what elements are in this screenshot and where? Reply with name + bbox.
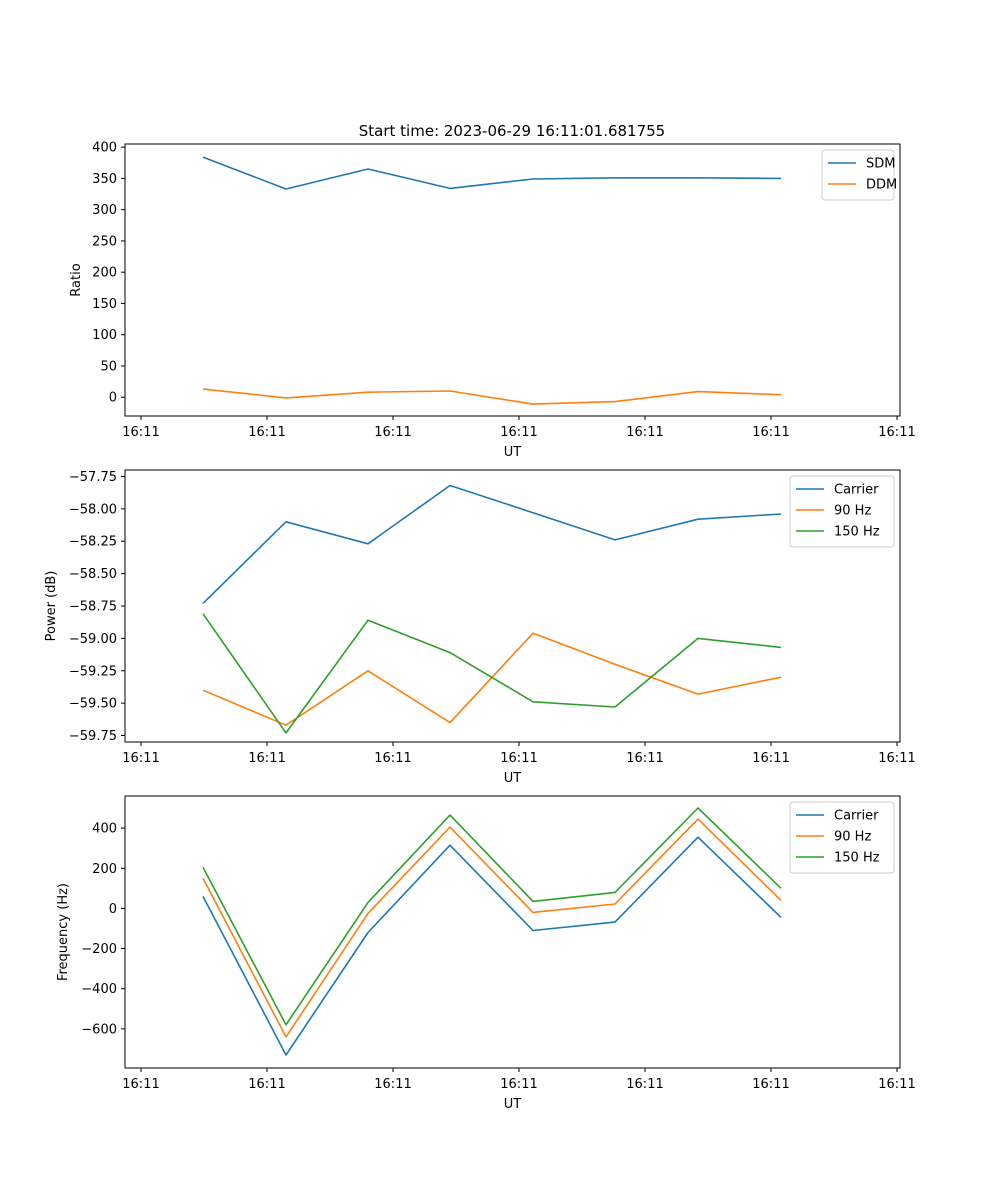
panel-2: 16:11 16:11 16:11 16:11 16:11 16:11 16:11 UT −57… <box>44 469 916 786</box>
y-tick-label: 400 <box>92 822 117 837</box>
legend-label: 150 Hz <box>834 525 880 540</box>
y-axis-label: Power (dB) <box>44 571 59 642</box>
x-tick-label: 16:11 <box>500 425 537 440</box>
y-tick-label: −59.50 <box>69 697 117 712</box>
x-tick-label: 16:11 <box>752 751 789 766</box>
x-axis-label: UT <box>504 445 522 460</box>
x-tick-label: 16:11 <box>626 425 663 440</box>
legend-label: Carrier <box>834 809 879 824</box>
legend-label: Carrier <box>834 483 879 498</box>
y-tick-label: −57.75 <box>69 470 117 485</box>
figure-title: Start time: 2023-06-29 16:11:01.681755 <box>359 122 665 140</box>
x-tick-label: 16:11 <box>500 1077 537 1092</box>
y-tick-label: 300 <box>92 203 117 218</box>
series-line-ddm <box>202 388 782 405</box>
axes-frame <box>124 795 901 1069</box>
legend: Carrier 90 Hz 150 Hz <box>789 801 895 874</box>
x-tick-label: 16:11 <box>374 425 411 440</box>
y-tick-label: −200 <box>81 942 117 957</box>
y-tick-label: −59.25 <box>69 664 117 679</box>
x-tick-label: 16:11 <box>122 1077 159 1092</box>
y-tick-label: 200 <box>92 266 117 281</box>
x-tick-label: 16:11 <box>752 425 789 440</box>
series-line-90-hz <box>202 818 782 1038</box>
x-tick-label: 16:11 <box>626 751 663 766</box>
series-line-sdm <box>202 156 782 190</box>
legend-label: 90 Hz <box>834 830 871 845</box>
legend: SDM DDM <box>821 149 897 201</box>
series-line-150-hz <box>202 613 782 734</box>
x-tick-label: 16:11 <box>248 1077 285 1092</box>
y-tick-label: −58.25 <box>69 535 117 550</box>
y-tick-label: 0 <box>109 902 117 917</box>
legend-box <box>789 801 895 874</box>
series-line-carrier <box>202 836 782 1056</box>
y-axis-label: Ratio <box>69 263 84 296</box>
y-tick-label: −58.00 <box>69 502 117 517</box>
legend-box <box>789 475 895 548</box>
axes-frame <box>124 143 901 417</box>
x-tick-label: 16:11 <box>248 425 285 440</box>
y-tick-label: 150 <box>92 297 117 312</box>
y-tick-label: −59.00 <box>69 632 117 647</box>
panel-1: 16:11 16:11 16:11 16:11 16:11 16:11 16:11 UT 0 50… <box>69 141 916 460</box>
legend-label: DDM <box>866 178 897 193</box>
x-tick-label: 16:11 <box>122 425 159 440</box>
legend-label: 150 Hz <box>834 851 880 866</box>
y-tick-label: 100 <box>92 328 117 343</box>
legend-label: SDM <box>866 157 895 172</box>
x-axis-label: UT <box>504 771 522 786</box>
x-tick-label: 16:11 <box>878 425 915 440</box>
x-tick-label: 16:11 <box>626 1077 663 1092</box>
x-tick-label: 16:11 <box>374 751 411 766</box>
panels: 16:11 16:11 16:11 16:11 16:11 16:11 16:11 UT 0 50… <box>44 141 916 1112</box>
panel-3: 16:11 16:11 16:11 16:11 16:11 16:11 16:11 UT −60… <box>56 795 916 1112</box>
x-tick-label: 16:11 <box>122 751 159 766</box>
x-axis-label: UT <box>504 1097 522 1112</box>
y-tick-label: 250 <box>92 234 117 249</box>
y-tick-label: 50 <box>100 359 117 374</box>
y-tick-label: 0 <box>109 391 117 406</box>
y-tick-label: 400 <box>92 141 117 156</box>
y-axis-label: Frequency (Hz) <box>56 883 71 981</box>
x-tick-label: 16:11 <box>878 1077 915 1092</box>
y-tick-label: −59.75 <box>69 729 117 744</box>
x-tick-label: 16:11 <box>878 751 915 766</box>
series-line-carrier <box>202 484 782 604</box>
y-tick-label: −600 <box>81 1022 117 1037</box>
x-tick-label: 16:11 <box>752 1077 789 1092</box>
x-tick-label: 16:11 <box>500 751 537 766</box>
x-tick-label: 16:11 <box>374 1077 411 1092</box>
legend-label: 90 Hz <box>834 504 871 519</box>
y-tick-label: −58.50 <box>69 567 117 582</box>
x-tick-label: 16:11 <box>248 751 285 766</box>
y-tick-label: 200 <box>92 862 117 877</box>
legend: Carrier 90 Hz 150 Hz <box>789 475 895 548</box>
y-tick-label: −400 <box>81 982 117 997</box>
y-tick-label: −58.75 <box>69 600 117 615</box>
y-tick-label: 350 <box>92 172 117 187</box>
series-line-150-hz <box>202 807 782 1026</box>
